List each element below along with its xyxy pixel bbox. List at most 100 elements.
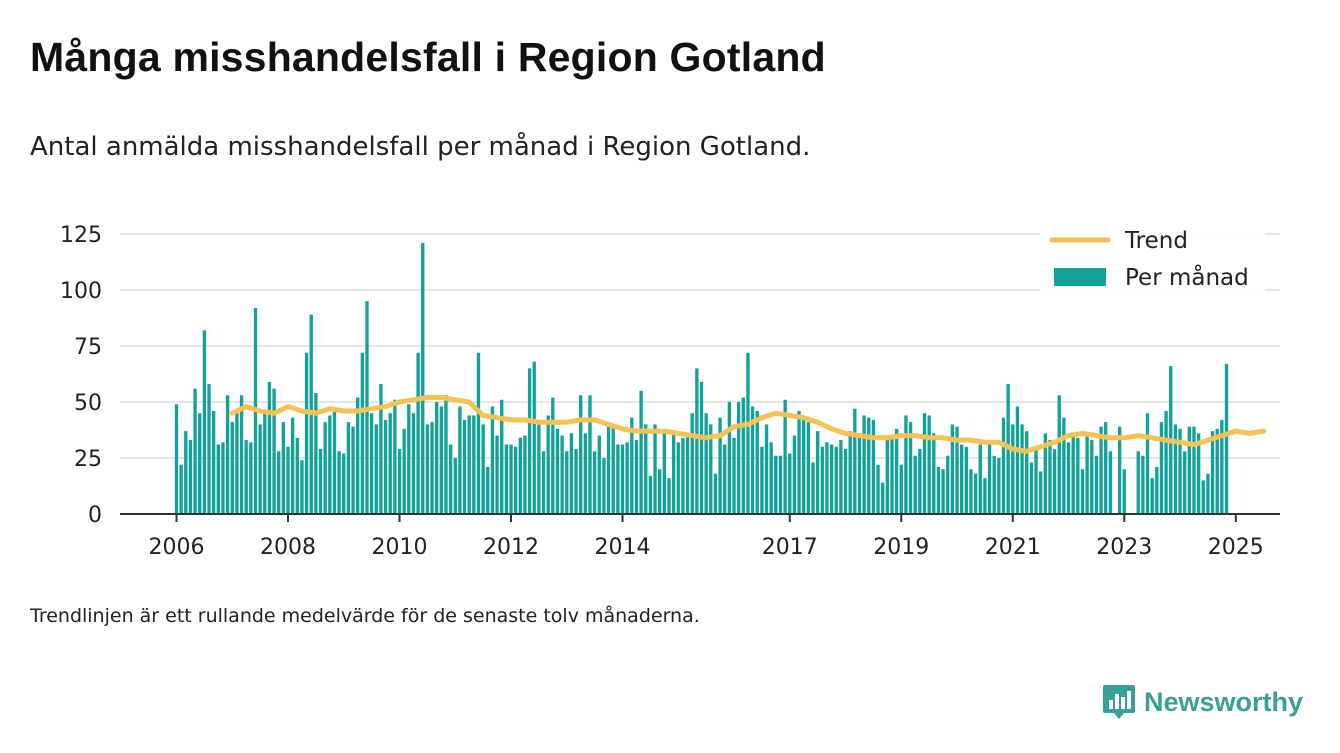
bar <box>1066 442 1071 514</box>
bar <box>695 368 699 514</box>
bar <box>1220 419 1224 514</box>
y-tick-label: 25 <box>74 447 102 472</box>
bar <box>1164 410 1168 514</box>
bar <box>184 431 188 514</box>
bar <box>946 455 950 514</box>
bar <box>397 449 402 514</box>
bar <box>579 395 583 514</box>
bar <box>202 330 207 514</box>
bar <box>425 424 430 514</box>
bar <box>258 424 262 514</box>
bar <box>881 482 885 514</box>
bar <box>848 431 852 514</box>
bar <box>1192 426 1196 514</box>
bar <box>964 446 968 514</box>
bar <box>504 444 509 514</box>
bar <box>1155 466 1159 514</box>
y-tick-label: 100 <box>60 279 102 304</box>
bar <box>718 417 722 514</box>
bar <box>811 462 815 514</box>
bar <box>1090 440 1094 514</box>
bar <box>644 424 648 514</box>
bar <box>588 395 592 514</box>
bar <box>453 458 457 514</box>
bar <box>653 424 657 514</box>
bar <box>699 381 704 514</box>
bar <box>486 466 490 514</box>
x-tick-label: 2010 <box>372 535 428 560</box>
bar <box>1210 431 1215 514</box>
bar <box>950 424 955 514</box>
bar <box>713 473 718 514</box>
bar <box>281 422 286 514</box>
legend-bar-label: Per månad <box>1125 263 1249 291</box>
bar <box>987 440 992 514</box>
bar <box>1052 449 1057 514</box>
bar <box>290 417 295 514</box>
bar <box>732 437 736 514</box>
bar <box>992 455 996 514</box>
bar <box>894 428 899 514</box>
bar <box>188 440 193 514</box>
bar <box>509 444 513 514</box>
bar <box>755 410 759 514</box>
bar <box>1159 422 1164 514</box>
brand-logo: Newsworthy <box>1102 683 1303 721</box>
bar <box>876 464 880 514</box>
bar <box>764 424 769 514</box>
x-tick-label: 2025 <box>1208 535 1264 560</box>
bar <box>802 417 806 514</box>
x-tick-label: 2006 <box>149 535 205 560</box>
bar <box>932 433 936 514</box>
bar <box>541 451 546 514</box>
bar <box>969 469 973 514</box>
bar <box>611 424 615 514</box>
bar <box>435 402 439 514</box>
bar <box>597 435 601 514</box>
bar <box>1136 451 1140 514</box>
legend: Trend Per månad <box>1040 226 1265 296</box>
bar <box>560 435 564 514</box>
bar <box>1145 413 1150 514</box>
bar <box>1025 431 1029 514</box>
bar <box>481 424 485 514</box>
bar <box>328 415 332 514</box>
bar <box>518 437 522 514</box>
bar <box>620 444 625 514</box>
bar <box>393 399 397 514</box>
bar <box>834 446 838 514</box>
legend-trend-label: Trend <box>1124 228 1188 254</box>
bar <box>681 437 685 514</box>
bar <box>592 451 597 514</box>
bar <box>1048 440 1052 514</box>
bar <box>1183 451 1187 514</box>
x-tick-label: 2017 <box>762 535 818 560</box>
bar <box>416 352 420 514</box>
bar <box>523 435 527 514</box>
bar <box>857 433 862 514</box>
bar <box>323 422 327 514</box>
bar <box>267 381 272 514</box>
bar <box>1178 428 1182 514</box>
legend-bar-swatch <box>1054 268 1106 286</box>
bar <box>1141 455 1145 514</box>
bar <box>360 352 365 514</box>
bar <box>955 426 959 514</box>
chart-subtitle: Antal anmälda misshandelsfall per månad … <box>30 132 811 162</box>
bar <box>630 417 634 514</box>
bar <box>300 460 304 514</box>
bar <box>1094 455 1099 514</box>
bar <box>899 464 903 514</box>
bar-chart-speech-icon <box>1103 685 1135 719</box>
bar <box>216 444 220 514</box>
bar <box>551 397 555 514</box>
bar <box>490 406 495 514</box>
bar <box>583 433 588 514</box>
bar <box>1173 424 1178 514</box>
bar <box>606 426 611 514</box>
x-tick-label: 2012 <box>483 535 539 560</box>
bar <box>458 406 462 514</box>
bar <box>750 406 755 514</box>
bar <box>277 451 281 514</box>
bar <box>778 455 783 514</box>
